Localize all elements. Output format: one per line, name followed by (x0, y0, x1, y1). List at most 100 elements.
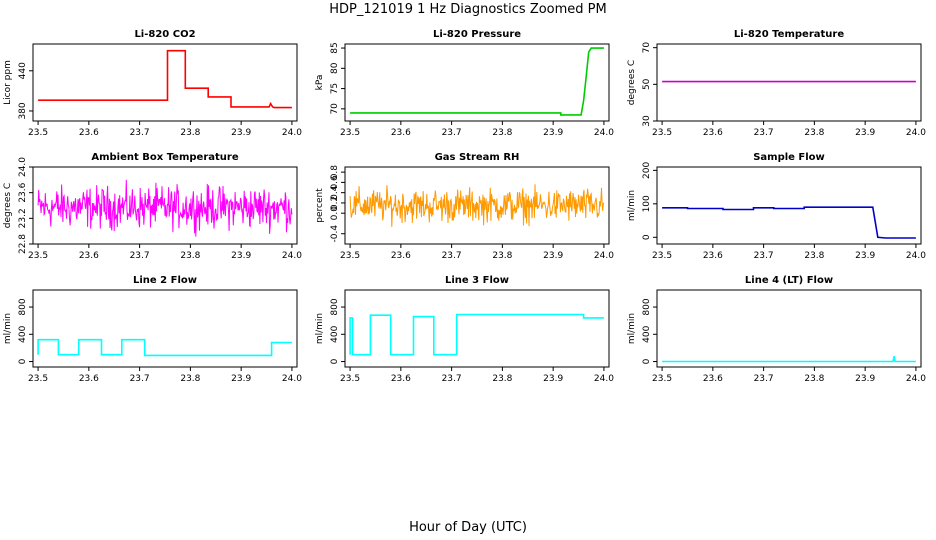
x-tick-label: 23.7 (442, 128, 462, 138)
panel-3: Li-820 Temperature degrees C 23.5 23.6 23.7 2… (627, 29, 926, 138)
x-tick-label: 23.7 (754, 374, 774, 384)
y-tick-label: 0.6 (330, 175, 340, 190)
y-tick-label: 23.2 (18, 208, 28, 228)
x-tick-label: 23.9 (543, 251, 563, 261)
y-axis-label: degrees C (627, 60, 637, 105)
y-tick-label: 200 (642, 161, 652, 178)
y-tick-label: 400 (642, 325, 652, 342)
x-tick-label: 24.0 (282, 251, 302, 261)
panel-title: Li-820 Pressure (433, 29, 521, 40)
x-tick-label: 23.5 (652, 251, 672, 261)
y-tick-label: 70 (330, 103, 340, 115)
y-axis-label: Licor ppm (3, 60, 13, 105)
x-tick-label: 24.0 (906, 128, 926, 138)
panel-1: Li-820 CO2 Licor ppm 23.5 23.6 23.7 23.8 23.9 2… (3, 29, 302, 138)
plot-frame (344, 289, 610, 368)
x-tick-label: 23.6 (79, 128, 99, 138)
panel-title: Sample Flow (753, 152, 825, 163)
y-axis-label: degrees C (3, 183, 13, 228)
x-tick-label: 23.5 (340, 374, 360, 384)
series-line (349, 184, 605, 227)
panel-title: Line 2 Flow (133, 275, 197, 286)
y-tick-label: 50 (642, 78, 652, 90)
y-axis-label: ml/min (315, 313, 325, 344)
x-tick-label: 23.9 (231, 251, 251, 261)
x-tick-label: 23.8 (180, 128, 200, 138)
x-tick-label: 23.8 (804, 251, 824, 261)
y-tick-label: 0.0 (330, 206, 340, 221)
y-tick-label: 85 (330, 42, 340, 53)
x-axis-label: Hour of Day (UTC) (409, 520, 527, 535)
x-tick-label: 24.0 (594, 128, 614, 138)
y-tick-label: 30 (642, 115, 652, 127)
x-tick-label: 23.6 (703, 374, 723, 384)
x-tick-label: 23.9 (855, 251, 875, 261)
panel-9: Line 4 (LT) Flow ml/min 23.5 23.6 23.7 23.8 23… (627, 275, 926, 384)
series-line (38, 49, 292, 109)
y-tick-label: 0 (330, 358, 340, 364)
x-tick-label: 23.5 (652, 374, 672, 384)
x-tick-label: 23.9 (231, 374, 251, 384)
series-line (37, 338, 292, 357)
y-tick-label: 0 (18, 358, 28, 364)
y-tick-label: 0.2 (330, 196, 340, 210)
panel-title: Gas Stream RH (435, 152, 520, 163)
x-tick-label: 23.9 (231, 128, 251, 138)
x-tick-label: 23.7 (130, 251, 150, 261)
plot-frame (32, 43, 298, 122)
plot-frame (656, 289, 922, 368)
series-line (662, 355, 916, 363)
x-tick-label: 23.8 (804, 374, 824, 384)
y-tick-label: 800 (642, 298, 652, 315)
x-tick-label: 23.5 (28, 128, 48, 138)
plot-frame (656, 166, 922, 245)
y-tick-label: 800 (330, 298, 340, 315)
x-tick-label: 23.7 (442, 251, 462, 261)
x-tick-label: 23.6 (79, 374, 99, 384)
series-line (349, 313, 604, 356)
x-tick-label: 23.7 (754, 251, 774, 261)
panel-2: Li-820 Pressure kPa 23.5 23.6 23.7 23.8 23.9 24… (315, 29, 614, 138)
plot-frame (656, 43, 922, 122)
x-tick-label: 23.7 (442, 374, 462, 384)
panel-title: Li-820 CO2 (134, 29, 195, 40)
panel-6: Sample Flow ml/min 23.5 23.6 23.7 23.8 23.9 24.… (627, 152, 926, 261)
x-tick-label: 23.8 (492, 128, 512, 138)
x-tick-label: 23.6 (391, 128, 411, 138)
panel-title: Line 3 Flow (445, 275, 509, 286)
figure-title: HDP_121019 1 Hz Diagnostics Zoomed PM (329, 2, 607, 17)
x-tick-label: 23.7 (130, 374, 150, 384)
plot-frame (32, 289, 298, 368)
y-axis-label: ml/min (3, 313, 13, 344)
y-tick-label: 23.6 (18, 182, 28, 202)
plot-frame (344, 43, 610, 122)
x-tick-label: 23.5 (28, 251, 48, 261)
x-tick-label: 23.6 (79, 251, 99, 261)
panel-8: Line 3 Flow ml/min 23.5 23.6 23.7 23.8 23.9 24.… (315, 275, 614, 384)
y-tick-label: 0 (642, 358, 652, 364)
panel-title: Li-820 Temperature (734, 29, 844, 40)
y-tick-label: 80 (330, 62, 340, 74)
y-tick-label: 100 (642, 195, 652, 212)
x-tick-label: 23.8 (804, 128, 824, 138)
panel-4: Ambient Box Temperature degrees C 23.5 23.6… (3, 152, 302, 261)
x-tick-label: 23.8 (180, 374, 200, 384)
x-tick-label: 23.9 (543, 374, 563, 384)
x-tick-label: 24.0 (594, 374, 614, 384)
y-tick-label: 0.8 (330, 165, 340, 180)
x-tick-label: 23.5 (340, 251, 360, 261)
y-tick-label: 380 (18, 102, 28, 119)
y-axis-label: ml/min (627, 313, 637, 344)
panel-7: Line 2 Flow ml/min 23.5 23.6 23.7 23.8 23.9 24.… (3, 275, 302, 384)
y-tick-label: 75 (330, 83, 340, 94)
y-tick-label: 800 (18, 298, 28, 315)
x-tick-label: 24.0 (906, 251, 926, 261)
y-tick-label: -0.4 (330, 225, 340, 243)
x-tick-label: 23.8 (492, 374, 512, 384)
x-tick-label: 23.6 (391, 374, 411, 384)
x-tick-label: 24.0 (906, 374, 926, 384)
x-tick-label: 23.9 (855, 374, 875, 384)
y-tick-label: 70 (642, 42, 652, 54)
x-tick-label: 23.8 (492, 251, 512, 261)
